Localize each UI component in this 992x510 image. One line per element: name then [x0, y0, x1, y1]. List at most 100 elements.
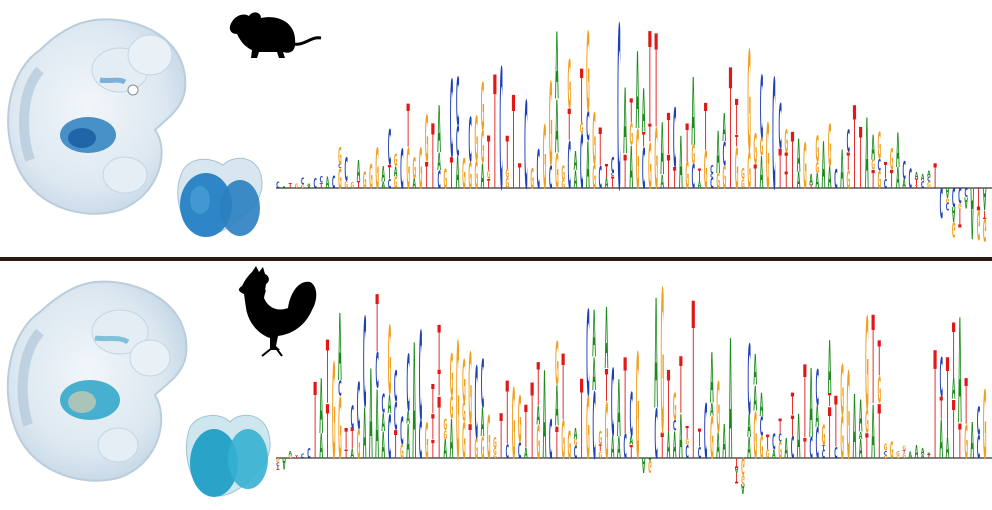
logo-letter: T: [927, 455, 931, 460]
logo-letter: G: [586, 382, 590, 479]
logo-letter: T: [375, 281, 379, 371]
logo-letter: G: [462, 150, 466, 198]
logo-letter: A: [388, 391, 392, 420]
logo-letter: C: [437, 167, 441, 194]
logo-letter: G: [884, 441, 888, 453]
logo-letter: C: [617, 0, 621, 242]
logo-letter: A: [282, 454, 286, 472]
logo-letter: C: [902, 157, 906, 186]
logo-letter: T: [679, 341, 683, 431]
logo-letter: G: [276, 456, 280, 463]
logo-letter: T: [623, 337, 627, 458]
logo-letter: A: [815, 169, 819, 193]
logo-letter: G: [753, 126, 757, 175]
logo-letter: G: [710, 406, 714, 472]
logo-letter: G: [636, 115, 640, 208]
logo-letter: G: [549, 60, 553, 193]
logo-letter: G: [561, 179, 565, 191]
logo-letter: G: [567, 47, 571, 124]
logo-letter: G: [673, 388, 677, 430]
logo-letter: C: [611, 154, 615, 178]
logo-letter: C: [698, 444, 702, 462]
logo-letter: C: [499, 34, 503, 228]
mouse-heart-image: [177, 157, 263, 237]
logo-letter: C: [518, 439, 522, 463]
logo-letter: T: [834, 382, 838, 464]
logo-letter: C: [394, 396, 398, 439]
logo-letter: A: [729, 307, 733, 498]
logo-letter: C: [388, 178, 392, 192]
logo-letter: C: [313, 178, 317, 192]
logo-letter: G: [375, 137, 379, 202]
logo-letter: C: [524, 78, 528, 218]
logo-letter: C: [381, 390, 385, 419]
logo-letter: G: [536, 416, 540, 469]
logo-letter: G: [654, 112, 658, 208]
logo-letter: T: [698, 424, 702, 453]
logo-letter: G: [896, 456, 900, 459]
logo-letter: A: [964, 193, 968, 210]
logo-letter: T: [939, 392, 943, 427]
logo-letter: T: [791, 411, 795, 443]
logo-letter: A: [952, 202, 956, 226]
logo-letter: G: [784, 124, 788, 160]
logo-letter: G: [890, 438, 894, 464]
logo-letter: A: [456, 149, 460, 199]
logo-letter: G: [902, 445, 906, 452]
logo-letter: C: [884, 178, 888, 192]
logo-letter: G: [443, 429, 447, 443]
logo-letter: T: [673, 162, 677, 195]
logo-letter: G: [977, 201, 981, 247]
logo-letter: T: [902, 450, 906, 454]
logo-letter: G: [747, 23, 751, 185]
logo-letter: T: [877, 390, 881, 476]
logo-letter: G: [332, 337, 336, 490]
logo-letter: T: [946, 338, 950, 464]
logo-letter: C: [592, 375, 596, 481]
logo-letter: T: [344, 448, 348, 462]
logo-letter: G: [555, 330, 559, 400]
logo-letter: G: [388, 307, 392, 417]
logo-letter: A: [698, 180, 702, 191]
logo-letter: T: [598, 443, 602, 453]
logo-letter: C: [574, 442, 578, 462]
logo-letter: A: [381, 426, 385, 468]
logo-letter: C: [691, 157, 695, 196]
logo-letter: G: [561, 410, 565, 470]
logo-letter: C: [344, 151, 348, 188]
logo-letter: T: [605, 362, 609, 412]
logo-letter: T: [388, 162, 392, 183]
logo-letter: G: [822, 418, 826, 451]
logo-letter: G: [685, 437, 689, 447]
logo-letter: C: [809, 432, 813, 465]
logo-letter: G: [561, 162, 565, 185]
logo-letter: A: [660, 173, 664, 193]
logo-letter: C: [964, 184, 968, 198]
logo-letter: A: [921, 455, 926, 460]
logo-letter: G: [474, 156, 478, 198]
logo-letter: A: [784, 433, 788, 465]
logo-letter: T: [276, 464, 280, 471]
logo-letter: A: [642, 77, 646, 146]
logo-letter: T: [791, 118, 795, 207]
logo-letter: A: [809, 349, 813, 459]
logo-letter: A: [592, 348, 596, 401]
logo-letter: A: [871, 127, 875, 167]
logo-letter: G: [338, 163, 342, 195]
logo-letter: C: [822, 448, 826, 462]
logo-letter: C: [319, 175, 323, 185]
logo-letter: T: [791, 389, 795, 424]
logo-letter: A: [828, 327, 832, 412]
logo-letter: G: [952, 217, 956, 241]
logo-letter: G: [890, 142, 894, 177]
logo-letter: T: [660, 426, 664, 466]
logo-letter: C: [927, 175, 931, 183]
logo-letter: G: [425, 415, 429, 471]
logo-letter: A: [555, 86, 559, 171]
logo-letter: T: [691, 262, 695, 509]
logo-letter: T: [753, 159, 757, 196]
logo-letter: T: [468, 415, 472, 470]
logo-letter: G: [443, 163, 447, 195]
logo-letter: T: [295, 455, 299, 459]
